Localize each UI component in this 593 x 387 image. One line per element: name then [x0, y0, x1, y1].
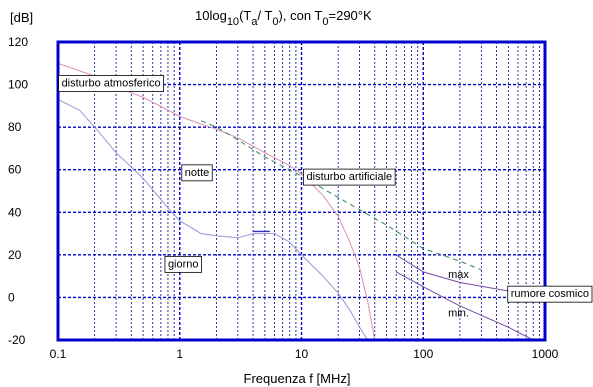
annotation-rumore: rumore cosmico: [507, 285, 593, 303]
x-tick-labels: 0.1 1 10 100 1000: [50, 347, 559, 361]
y-tick-label: 0: [8, 290, 15, 304]
y-tick-label: 80: [8, 120, 22, 134]
annotation-box: [164, 255, 202, 273]
curves: [57, 62, 546, 341]
annotation-box: [303, 168, 396, 186]
annotation-text: rumore cosmico: [511, 288, 589, 300]
series-line-min: [395, 271, 534, 341]
annotation-box: [507, 285, 593, 303]
title-part: 10: [227, 16, 239, 28]
title-part: 10log: [195, 8, 227, 23]
y-tick-label: 40: [8, 205, 22, 219]
x-axis-label: Frequenza f [MHz]: [244, 371, 351, 386]
annotation-box: [181, 164, 213, 182]
annotation-text: min.: [448, 307, 469, 319]
x-tick-label: 10: [295, 347, 309, 361]
annotation-min: min.: [448, 307, 469, 319]
y-tick-label: 120: [8, 35, 28, 49]
plot-frame: [56, 40, 547, 342]
y-axis-label: [dB]: [10, 10, 33, 25]
title-part: 0: [322, 16, 328, 28]
annotation-notte: notte: [181, 164, 213, 182]
y-tick-label: 60: [8, 163, 22, 177]
annotation-atmos: disturbo atmosferico: [58, 75, 165, 92]
x-tick-label: 100: [413, 347, 433, 361]
annotation-text: max: [448, 269, 469, 281]
series-line-notte: [57, 99, 369, 341]
series-line-atmos: [57, 62, 376, 341]
title-part: a: [251, 16, 258, 28]
annotation-text: notte: [185, 167, 209, 179]
series-line-artif: [201, 120, 482, 271]
annotation-max: max: [448, 269, 469, 281]
title-part: (T: [239, 8, 251, 23]
y-tick-labels: -20 0 20 40 60 80 100 120: [8, 35, 28, 347]
chart-title: 10log10(Ta/ T0), con T0=290°K: [195, 8, 372, 28]
annotation-box: [58, 75, 165, 92]
annotation-giorno: giorno: [164, 255, 202, 273]
x-tick-label: 1000: [532, 347, 559, 361]
annotation-text: disturbo atmosferico: [62, 77, 161, 89]
annotation-text: giorno: [168, 258, 199, 270]
title-part: =290°K: [329, 8, 372, 23]
title-part: 0: [272, 16, 278, 28]
annotations: disturbo atmosferico notte disturbo artifi…: [58, 75, 593, 319]
annotation-text: disturbo artificiale: [307, 171, 393, 183]
y-tick-label: 20: [8, 248, 22, 262]
title-part: / T: [257, 8, 272, 23]
y-tick-label: -20: [8, 333, 26, 347]
x-tick-label: 1: [176, 347, 183, 361]
annotation-artif: disturbo artificiale: [303, 168, 396, 186]
x-tick-label: 0.1: [50, 347, 67, 361]
y-tick-label: 100: [8, 78, 28, 92]
title-part: ), con T: [279, 8, 323, 23]
